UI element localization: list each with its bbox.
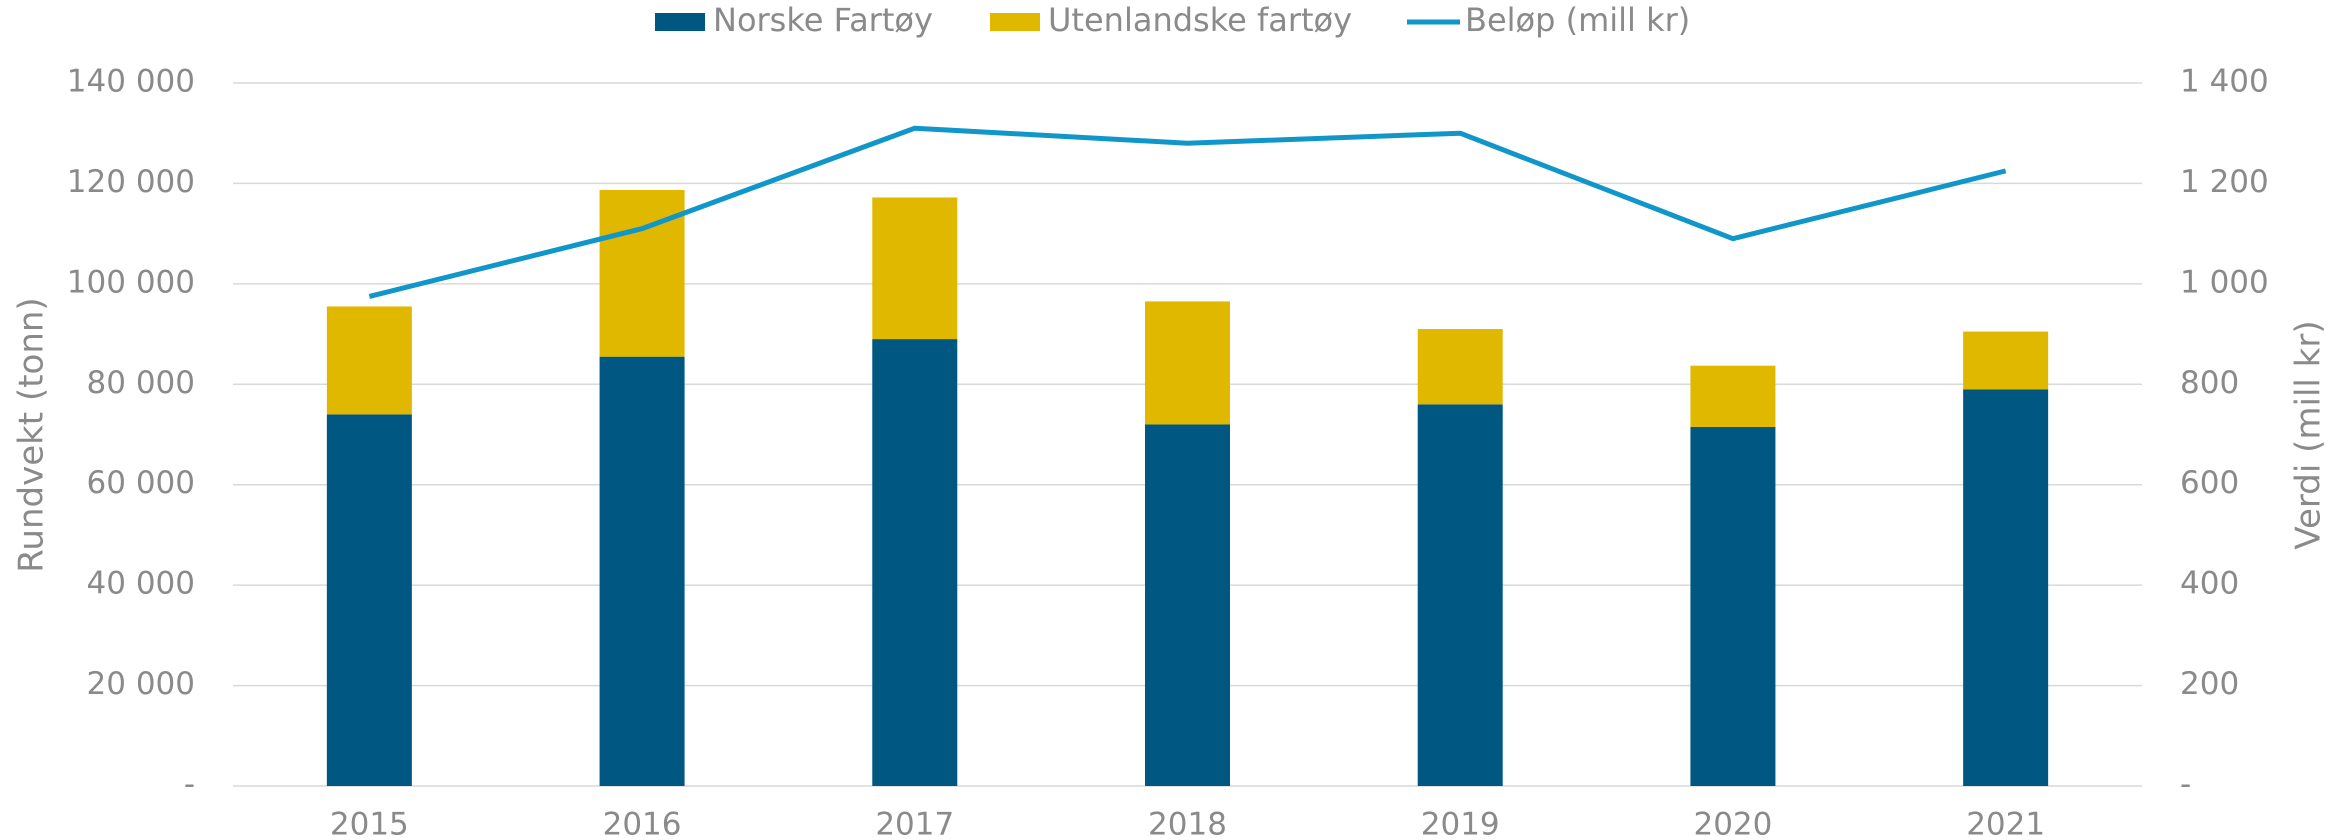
y-axis-title: Rundvekt (tonn) bbox=[12, 297, 52, 572]
x-tick-label: 2018 bbox=[1148, 807, 1227, 840]
y2-tick-label: 200 bbox=[2180, 666, 2239, 702]
y2-tick-label: 600 bbox=[2180, 465, 2239, 501]
bar bbox=[1145, 301, 1230, 425]
bar bbox=[1963, 331, 2049, 390]
x-tick-label: 2019 bbox=[1421, 807, 1500, 840]
x-tick-label: 2015 bbox=[330, 807, 409, 840]
x-tick-label: 2021 bbox=[1966, 807, 2045, 840]
line bbox=[368, 125, 2007, 299]
bar bbox=[1145, 424, 1230, 786]
bar bbox=[1417, 404, 1503, 786]
bar bbox=[1690, 426, 1776, 786]
bar bbox=[326, 414, 412, 786]
bar bbox=[872, 339, 958, 786]
legend-label: Utenlandske fartøy bbox=[1048, 1, 1352, 39]
x-tick-label: 2016 bbox=[603, 807, 682, 840]
bar bbox=[1690, 365, 1776, 427]
y2-axis-title: Verdi (mill kr) bbox=[2289, 320, 2329, 549]
bar bbox=[599, 356, 685, 786]
y-tick-label: 40 000 bbox=[87, 566, 195, 602]
legend-swatch bbox=[990, 13, 1040, 31]
y2-tick-label: 1 400 bbox=[2180, 64, 2269, 100]
y2-tick-label: 1 200 bbox=[2180, 164, 2269, 200]
bar bbox=[326, 306, 412, 415]
bar bbox=[872, 197, 958, 340]
y2-tick-label: - bbox=[2180, 767, 2191, 803]
y-tick-label: 120 000 bbox=[67, 164, 195, 200]
y-tick-label: 60 000 bbox=[87, 465, 195, 501]
legend-swatch bbox=[655, 13, 705, 31]
y2-tick-label: 400 bbox=[2180, 566, 2239, 602]
y-tick-label: 100 000 bbox=[67, 264, 195, 300]
y2-tick-label: 800 bbox=[2180, 365, 2239, 401]
bar bbox=[599, 189, 685, 357]
y-tick-label: 80 000 bbox=[87, 365, 195, 401]
bar bbox=[1417, 329, 1503, 405]
bar bbox=[1963, 389, 2049, 786]
y-tick-label: 140 000 bbox=[67, 64, 195, 100]
y2-tick-label: 1 000 bbox=[2180, 264, 2269, 300]
y-tick-label: 20 000 bbox=[87, 666, 195, 702]
x-tick-label: 2020 bbox=[1693, 807, 1772, 840]
x-tick-label: 2017 bbox=[875, 807, 954, 840]
y-tick-label: - bbox=[184, 767, 195, 803]
legend-label: Norske Fartøy bbox=[713, 1, 933, 39]
legend-label: Beløp (mill kr) bbox=[1465, 1, 1690, 39]
